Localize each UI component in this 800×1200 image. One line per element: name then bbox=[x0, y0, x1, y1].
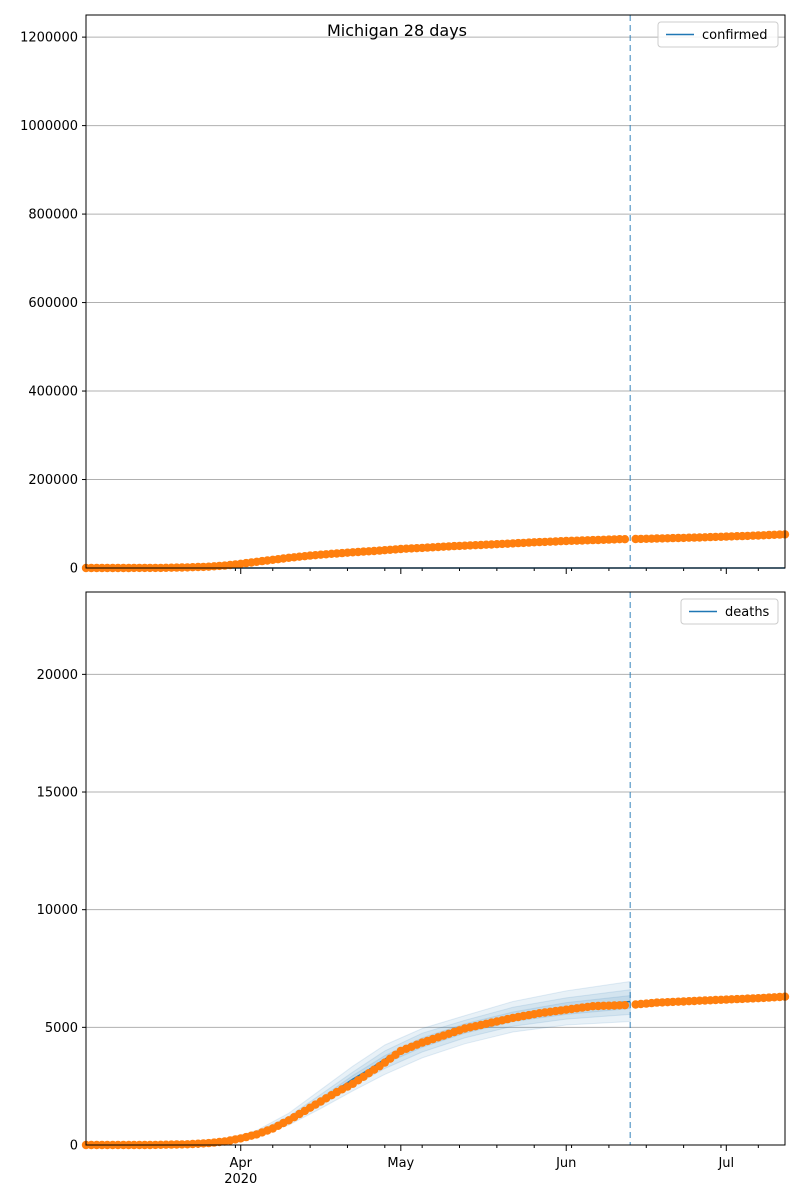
observed-point bbox=[620, 535, 630, 544]
y-tick-label: 800000 bbox=[28, 208, 78, 223]
y-tick-label: 20000 bbox=[37, 668, 78, 683]
y-tick-label: 10000 bbox=[37, 903, 78, 918]
axes-frame bbox=[85, 14, 786, 569]
chart-title: Michigan 28 days bbox=[327, 21, 467, 40]
x-tick-label: Apr bbox=[229, 1156, 252, 1171]
legend-box bbox=[680, 598, 779, 625]
legend-label: confirmed bbox=[702, 28, 768, 43]
x-tick-label: Jun bbox=[555, 1156, 576, 1171]
plot-area bbox=[86, 592, 785, 1145]
confirmed-panel: 0 200000 400000 600000 800000 1000000 1200000 c… bbox=[20, 14, 790, 577]
y-tick-label: 400000 bbox=[28, 385, 78, 400]
x-year-label: 2020 bbox=[224, 1172, 257, 1187]
y-tick-label: 1000000 bbox=[20, 119, 78, 134]
y-tick-label: 5000 bbox=[45, 1021, 78, 1036]
legend-box bbox=[657, 21, 779, 48]
y-tick-label: 0 bbox=[70, 562, 78, 577]
deaths-panel: 0 5000 10000 15000 20000 Apr May Jun Jul 2020 deat… bbox=[37, 591, 790, 1187]
y-tick-label: 600000 bbox=[28, 296, 78, 311]
y-tick-label: 200000 bbox=[28, 473, 78, 488]
x-tick-label: May bbox=[387, 1156, 414, 1171]
legend-label: deaths bbox=[725, 605, 770, 620]
x-tick-label: Jul bbox=[717, 1156, 734, 1171]
plot-area bbox=[86, 15, 785, 568]
y-tick-label: 15000 bbox=[37, 786, 78, 801]
axes-frame bbox=[85, 591, 786, 1146]
observed-point bbox=[620, 1001, 630, 1010]
y-tick-label: 0 bbox=[70, 1139, 78, 1154]
y-tick-label: 1200000 bbox=[20, 31, 78, 46]
